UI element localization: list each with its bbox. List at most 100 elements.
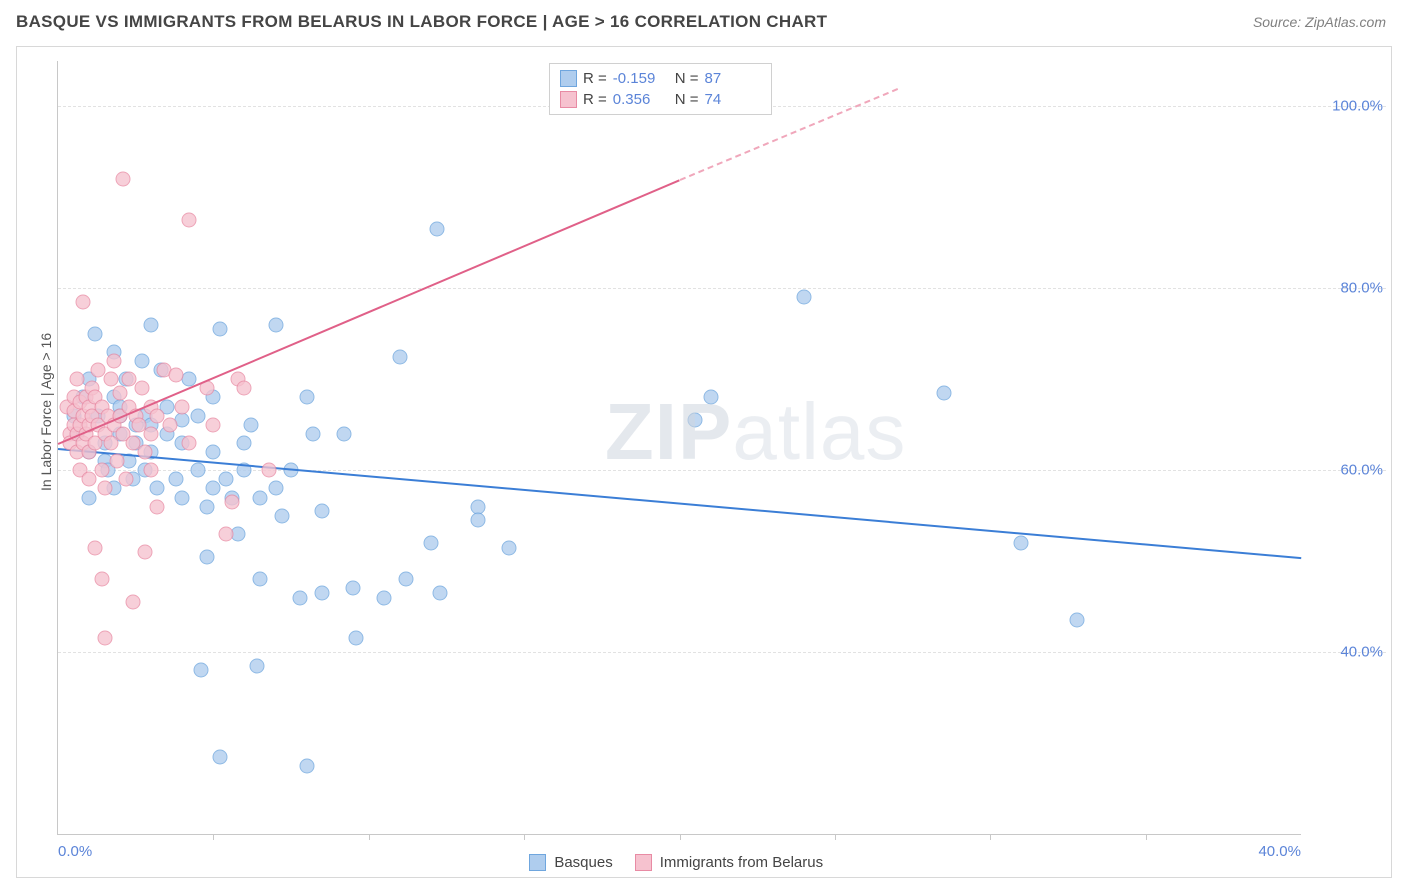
data-point xyxy=(69,372,84,387)
gridline xyxy=(58,288,1386,289)
data-point xyxy=(268,317,283,332)
data-point xyxy=(237,381,252,396)
data-point xyxy=(1014,536,1029,551)
data-point xyxy=(150,481,165,496)
correlation-legend: R =-0.159N =87R =0.356N =74 xyxy=(549,63,772,115)
data-point xyxy=(430,222,445,237)
series-legend: Basques Immigrants from Belarus xyxy=(529,854,837,871)
data-point xyxy=(346,581,361,596)
plot-area: In Labor Force | Age > 16 ZIPatlas R =-0… xyxy=(57,61,1301,835)
legend-row: R =-0.159N =87 xyxy=(560,68,761,89)
legend-stat-r-label: R = xyxy=(583,70,607,87)
data-point xyxy=(796,290,811,305)
y-axis-label: In Labor Force | Age > 16 xyxy=(38,333,54,491)
data-point xyxy=(225,495,240,510)
legend-swatch xyxy=(635,854,652,871)
data-point xyxy=(190,463,205,478)
data-point xyxy=(433,586,448,601)
data-point xyxy=(249,658,264,673)
data-point xyxy=(392,349,407,364)
legend-stat-n-label: N = xyxy=(675,70,699,87)
x-tick-mark xyxy=(369,834,370,840)
data-point xyxy=(144,426,159,441)
legend-stat-n-value: 87 xyxy=(705,70,761,87)
data-point xyxy=(243,417,258,432)
data-point xyxy=(703,390,718,405)
data-point xyxy=(144,317,159,332)
x-tick-mark xyxy=(524,834,525,840)
data-point xyxy=(206,417,221,432)
legend-stat-n-label: N = xyxy=(675,91,699,108)
data-point xyxy=(936,385,951,400)
data-point xyxy=(97,631,112,646)
legend-stat-r-value: 0.356 xyxy=(613,91,669,108)
data-point xyxy=(75,295,90,310)
data-point xyxy=(206,445,221,460)
data-point xyxy=(688,413,703,428)
chart-container: In Labor Force | Age > 16 ZIPatlas R =-0… xyxy=(16,46,1392,878)
data-point xyxy=(94,463,109,478)
data-point xyxy=(88,540,103,555)
data-point xyxy=(252,490,267,505)
data-point xyxy=(175,399,190,414)
data-point xyxy=(97,481,112,496)
data-point xyxy=(336,426,351,441)
data-point xyxy=(162,417,177,432)
data-point xyxy=(169,472,184,487)
data-point xyxy=(274,508,289,523)
data-point xyxy=(94,572,109,587)
data-point xyxy=(262,463,277,478)
x-tick-mark xyxy=(213,834,214,840)
x-tick-mark xyxy=(990,834,991,840)
x-tick-mark xyxy=(835,834,836,840)
trend-line xyxy=(58,448,1301,559)
data-point xyxy=(113,385,128,400)
data-point xyxy=(377,590,392,605)
data-point xyxy=(305,426,320,441)
x-tick-label: 0.0% xyxy=(58,843,92,860)
data-point xyxy=(501,540,516,555)
legend-series-label: Basques xyxy=(554,854,612,871)
data-point xyxy=(119,472,134,487)
data-point xyxy=(88,326,103,341)
data-point xyxy=(252,572,267,587)
gridline xyxy=(58,470,1386,471)
data-point xyxy=(181,213,196,228)
data-point xyxy=(138,545,153,560)
data-point xyxy=(218,472,233,487)
legend-swatch xyxy=(560,91,577,108)
legend-stat-r-label: R = xyxy=(583,91,607,108)
data-point xyxy=(315,504,330,519)
data-point xyxy=(193,663,208,678)
legend-series-label: Immigrants from Belarus xyxy=(660,854,823,871)
data-point xyxy=(138,445,153,460)
legend-stat-n-value: 74 xyxy=(705,91,761,108)
x-tick-mark xyxy=(680,834,681,840)
data-point xyxy=(110,454,125,469)
data-point xyxy=(315,586,330,601)
data-point xyxy=(181,435,196,450)
watermark: ZIPatlas xyxy=(605,386,906,478)
data-point xyxy=(125,595,140,610)
data-point xyxy=(293,590,308,605)
y-tick-label: 80.0% xyxy=(1340,280,1383,297)
data-point xyxy=(200,499,215,514)
data-point xyxy=(116,172,131,187)
data-point xyxy=(200,549,215,564)
chart-title: BASQUE VS IMMIGRANTS FROM BELARUS IN LAB… xyxy=(16,12,827,32)
data-point xyxy=(268,481,283,496)
data-point xyxy=(134,354,149,369)
data-point xyxy=(169,367,184,382)
data-point xyxy=(299,390,314,405)
data-point xyxy=(106,354,121,369)
data-point xyxy=(349,631,364,646)
legend-row: R = 0.356 N = 74 xyxy=(560,89,761,110)
data-point xyxy=(423,536,438,551)
data-point xyxy=(218,526,233,541)
legend-swatch xyxy=(529,854,546,871)
data-point xyxy=(212,749,227,764)
data-point xyxy=(237,435,252,450)
data-point xyxy=(399,572,414,587)
y-tick-label: 40.0% xyxy=(1340,644,1383,661)
x-tick-mark xyxy=(1146,834,1147,840)
